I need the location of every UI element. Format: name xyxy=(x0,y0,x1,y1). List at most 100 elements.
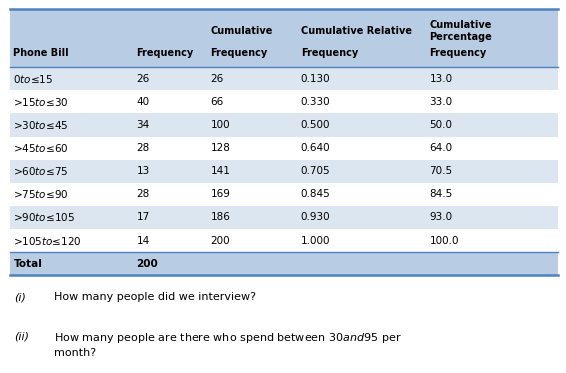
Text: Phone Bill: Phone Bill xyxy=(14,48,69,58)
Bar xyxy=(134,67,207,90)
Bar xyxy=(298,206,426,229)
Text: 84.5: 84.5 xyxy=(430,189,453,199)
Bar xyxy=(207,206,298,229)
Text: 1.000: 1.000 xyxy=(301,236,331,245)
Text: 13: 13 xyxy=(136,166,150,176)
Text: 100: 100 xyxy=(211,120,230,130)
Bar xyxy=(134,113,207,137)
Bar xyxy=(134,90,207,113)
Bar xyxy=(10,9,134,67)
Bar xyxy=(426,252,558,275)
Bar xyxy=(426,137,558,160)
Text: 33.0: 33.0 xyxy=(430,97,453,107)
Bar xyxy=(207,229,298,252)
Bar xyxy=(10,183,134,206)
Text: >$105to ≤$120: >$105to ≤$120 xyxy=(14,235,82,247)
Bar xyxy=(426,67,558,90)
Bar xyxy=(298,183,426,206)
Bar xyxy=(134,229,207,252)
Text: 50.0: 50.0 xyxy=(430,120,452,130)
Text: 200: 200 xyxy=(136,259,158,269)
Text: 26: 26 xyxy=(211,74,224,84)
Bar xyxy=(298,67,426,90)
Text: 34: 34 xyxy=(136,120,150,130)
Bar xyxy=(10,252,134,275)
Bar xyxy=(298,160,426,183)
Bar xyxy=(134,183,207,206)
Text: $0 to ≤$15: $0 to ≤$15 xyxy=(14,73,54,85)
Text: >$45 to ≤$60: >$45 to ≤$60 xyxy=(14,142,69,154)
Bar xyxy=(207,137,298,160)
Text: 93.0: 93.0 xyxy=(430,213,453,222)
Bar xyxy=(207,67,298,90)
Text: How many people did we interview?: How many people did we interview? xyxy=(54,292,256,302)
Bar xyxy=(10,137,134,160)
Text: 0.640: 0.640 xyxy=(301,143,331,153)
Text: 14: 14 xyxy=(136,236,150,245)
Text: 0.130: 0.130 xyxy=(301,74,331,84)
Bar xyxy=(134,9,207,67)
Bar xyxy=(10,206,134,229)
Bar xyxy=(426,9,558,67)
Text: 141: 141 xyxy=(211,166,230,176)
Text: 0.330: 0.330 xyxy=(301,97,331,107)
Text: Cumulative
Percentage: Cumulative Percentage xyxy=(430,20,492,43)
Bar xyxy=(134,160,207,183)
Text: 128: 128 xyxy=(211,143,230,153)
Text: 28: 28 xyxy=(136,189,150,199)
Bar xyxy=(207,160,298,183)
Text: 0.500: 0.500 xyxy=(301,120,331,130)
Bar xyxy=(298,252,426,275)
Text: How many people are there who spend between $30 and $95 per
month?: How many people are there who spend betw… xyxy=(54,331,401,358)
Text: 0.705: 0.705 xyxy=(301,166,331,176)
Text: >$15 to ≤$30: >$15 to ≤$30 xyxy=(14,96,69,108)
Bar xyxy=(298,113,426,137)
Bar xyxy=(298,90,426,113)
Text: 0.845: 0.845 xyxy=(301,189,331,199)
Text: >$75 to ≤$90: >$75 to ≤$90 xyxy=(14,188,69,200)
Bar xyxy=(10,113,134,137)
Bar xyxy=(10,160,134,183)
Text: 70.5: 70.5 xyxy=(430,166,453,176)
Bar xyxy=(298,9,426,67)
Text: Frequency: Frequency xyxy=(136,48,194,58)
Bar xyxy=(426,206,558,229)
Bar xyxy=(426,90,558,113)
Text: 28: 28 xyxy=(136,143,150,153)
Bar xyxy=(207,183,298,206)
Text: Frequency: Frequency xyxy=(430,48,487,58)
Bar xyxy=(426,113,558,137)
Bar xyxy=(207,9,298,67)
Text: 0.930: 0.930 xyxy=(301,213,331,222)
Bar xyxy=(134,252,207,275)
Text: Cumulative: Cumulative xyxy=(211,26,273,36)
Text: 186: 186 xyxy=(211,213,230,222)
Text: (ii): (ii) xyxy=(14,331,29,341)
Bar xyxy=(207,252,298,275)
Text: 26: 26 xyxy=(136,74,150,84)
Text: 13.0: 13.0 xyxy=(430,74,453,84)
Text: 40: 40 xyxy=(136,97,150,107)
Text: 64.0: 64.0 xyxy=(430,143,453,153)
Text: 66: 66 xyxy=(211,97,224,107)
Bar xyxy=(207,113,298,137)
Bar xyxy=(134,137,207,160)
Text: Total: Total xyxy=(14,259,42,269)
Bar xyxy=(10,90,134,113)
Bar xyxy=(10,67,134,90)
Bar xyxy=(426,183,558,206)
Text: 200: 200 xyxy=(211,236,230,245)
Text: 17: 17 xyxy=(136,213,150,222)
Bar xyxy=(426,229,558,252)
Text: >$90 to ≤$105: >$90 to ≤$105 xyxy=(14,211,75,223)
Text: (i): (i) xyxy=(14,292,26,302)
Bar xyxy=(298,137,426,160)
Bar xyxy=(10,229,134,252)
Bar xyxy=(298,229,426,252)
Text: >$60 to ≤$75: >$60 to ≤$75 xyxy=(14,165,69,177)
Bar xyxy=(426,160,558,183)
Bar xyxy=(134,206,207,229)
Text: Frequency: Frequency xyxy=(301,48,358,58)
Text: Cumulative Relative: Cumulative Relative xyxy=(301,26,412,36)
Text: Frequency: Frequency xyxy=(211,48,268,58)
